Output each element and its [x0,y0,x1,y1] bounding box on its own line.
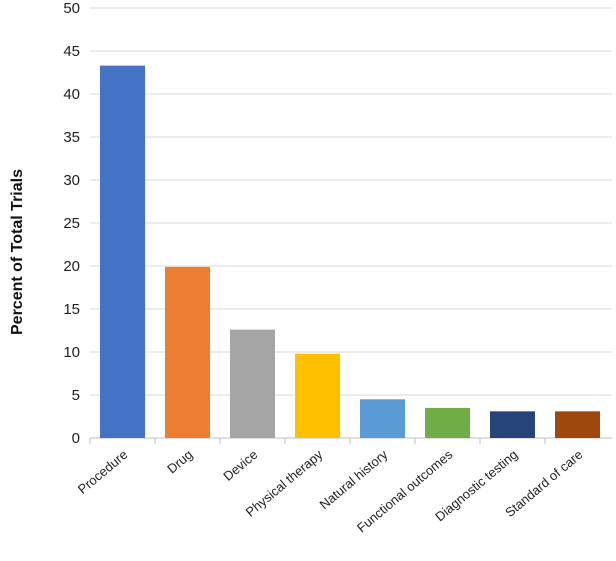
bar [295,353,340,438]
bars [89,65,600,444]
bar [100,65,145,439]
bar [490,411,535,438]
y-axis-title: Percent of Total Trials [9,169,26,335]
y-tick-label: 20 [63,258,80,275]
x-tick-label: Device [220,447,260,484]
y-tick-label: 40 [63,86,80,103]
bar [425,407,470,438]
y-tick-label: 30 [63,172,80,189]
x-tick-label: Drug [164,447,195,477]
y-tick-label: 10 [63,344,80,361]
x-tick-label: Procedure [75,447,131,497]
y-tick-label: 35 [63,129,80,146]
bar [360,399,405,438]
y-tick-label: 5 [72,387,80,404]
y-tick-label: 50 [63,0,80,17]
y-tick-label: 25 [63,215,80,232]
y-tick-label: 45 [63,43,80,60]
y-tick-label: 0 [72,430,80,447]
bar [230,329,275,438]
y-tick-label: 15 [63,301,80,318]
bar [555,411,600,438]
y-axis-ticks: 0 5 10 15 20 25 30 35 40 45 50 [63,0,80,447]
bar [165,266,210,438]
